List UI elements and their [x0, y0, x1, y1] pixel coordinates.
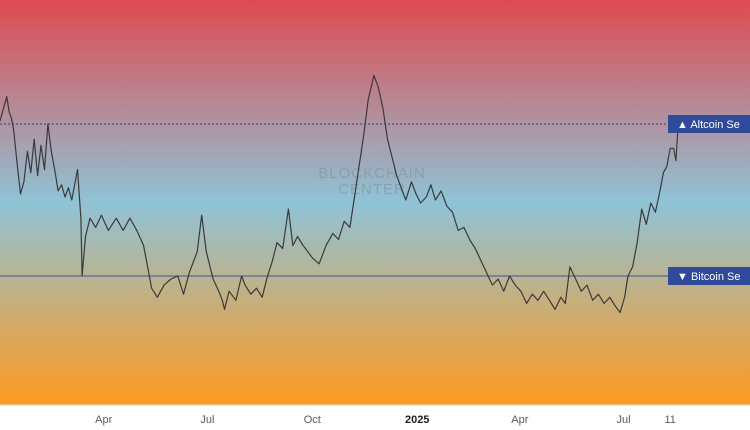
index-line-series-0	[0, 74, 679, 314]
x-tick-label-4: Apr	[511, 414, 528, 426]
x-tick-label-1: Jul	[200, 414, 214, 426]
x-tick-label-6: 11	[664, 414, 675, 426]
series-layer	[0, 74, 679, 314]
reference-lines	[0, 123, 750, 277]
watermark-line-1: BLOCKCHAIN	[318, 165, 426, 182]
bitcoin-season-tag[interactable]: ▼ Bitcoin Se	[668, 267, 750, 285]
bitcoin-season-tag-bg	[668, 267, 750, 285]
watermark-line-2: CENTER	[338, 181, 406, 198]
altcoin-season-tag-label: ▲ Altcoin Se	[677, 119, 740, 131]
altcoin-season-tag[interactable]: ▲ Altcoin Se	[668, 115, 750, 133]
altcoin-season-tag-bg	[668, 115, 750, 133]
x-axis-background	[0, 405, 750, 430]
x-tick-label-5: Jul	[616, 414, 630, 426]
x-tick-label-0: Apr	[95, 414, 112, 426]
reference-tags[interactable]: ▲ Altcoin Se ▼ Bitcoin Se	[668, 115, 750, 285]
x-axis-ticks: Apr Jul Oct 2025 Apr Jul 11	[95, 414, 676, 426]
x-tick-label-2: Oct	[304, 414, 321, 426]
bitcoin-season-tag-label: ▼ Bitcoin Se	[677, 271, 740, 283]
x-tick-label-3: 2025	[405, 414, 429, 426]
colored-band-background	[0, 0, 750, 405]
